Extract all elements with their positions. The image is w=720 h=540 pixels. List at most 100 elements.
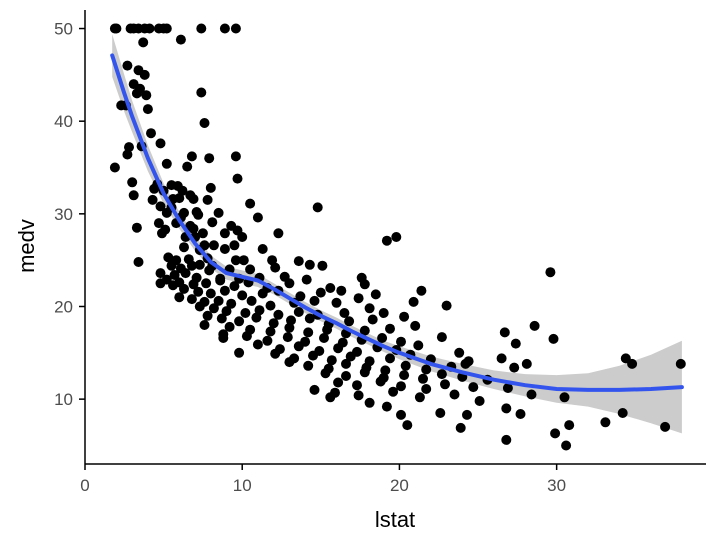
data-point xyxy=(163,252,174,263)
data-point xyxy=(400,360,411,371)
data-point xyxy=(308,350,318,361)
data-point xyxy=(127,177,138,188)
data-point xyxy=(229,240,240,251)
data-point xyxy=(234,316,245,327)
data-point xyxy=(229,281,240,292)
data-point xyxy=(194,301,205,312)
data-point xyxy=(273,228,284,239)
data-point xyxy=(293,341,304,352)
data-point xyxy=(180,268,191,279)
data-point xyxy=(381,235,392,246)
data-point xyxy=(282,332,293,343)
data-point xyxy=(388,386,399,397)
x-tick-label: 10 xyxy=(233,476,252,495)
data-point xyxy=(122,149,133,160)
data-point xyxy=(241,331,252,342)
data-point xyxy=(364,303,375,314)
data-point xyxy=(252,339,263,350)
data-point xyxy=(561,440,572,451)
data-point xyxy=(326,355,337,366)
data-point xyxy=(501,434,512,445)
data-point xyxy=(399,370,410,381)
data-point xyxy=(219,228,230,239)
data-point xyxy=(169,270,180,280)
data-point xyxy=(141,90,152,101)
data-point xyxy=(526,389,537,400)
data-point xyxy=(381,401,392,412)
data-point xyxy=(155,201,166,212)
data-point xyxy=(174,292,185,303)
data-point xyxy=(213,207,224,218)
data-point xyxy=(226,298,237,309)
data-point xyxy=(293,256,304,267)
data-point xyxy=(268,318,279,329)
data-point xyxy=(168,280,178,291)
data-point xyxy=(304,259,315,270)
data-point xyxy=(240,308,251,318)
data-point xyxy=(416,285,427,296)
data-point xyxy=(377,333,388,343)
data-point xyxy=(303,360,314,371)
data-point xyxy=(188,279,199,290)
data-point xyxy=(193,209,204,220)
data-point xyxy=(359,279,370,290)
data-point xyxy=(617,408,628,418)
data-point xyxy=(352,380,362,391)
data-point xyxy=(216,313,227,324)
data-point xyxy=(502,383,513,393)
y-axis-label: medv xyxy=(14,219,39,273)
data-point xyxy=(131,88,142,99)
data-point xyxy=(315,287,326,298)
data-point xyxy=(196,87,207,98)
data-point xyxy=(109,162,120,173)
data-point xyxy=(221,306,232,317)
data-point xyxy=(284,357,295,368)
data-point xyxy=(204,265,215,276)
data-point xyxy=(262,335,273,346)
data-point xyxy=(410,320,421,331)
data-point xyxy=(155,138,166,149)
data-point xyxy=(208,303,219,314)
data-point xyxy=(341,358,351,369)
data-point xyxy=(408,296,419,307)
data-point xyxy=(179,283,189,294)
data-point xyxy=(627,358,638,369)
data-point xyxy=(333,377,344,388)
data-point xyxy=(301,274,312,285)
data-point xyxy=(339,308,350,318)
data-point xyxy=(353,293,364,304)
x-tick-label: 0 xyxy=(80,476,89,495)
data-point xyxy=(245,198,256,209)
data-point xyxy=(496,353,507,364)
data-point xyxy=(139,69,150,80)
data-point xyxy=(499,327,510,338)
data-point xyxy=(396,409,406,420)
data-point xyxy=(559,392,570,403)
data-point xyxy=(146,128,156,139)
data-point xyxy=(196,23,207,34)
data-point xyxy=(378,308,389,318)
data-point xyxy=(246,295,257,306)
data-point xyxy=(364,397,375,408)
data-point xyxy=(182,161,193,172)
data-point xyxy=(319,333,329,343)
data-point xyxy=(213,295,224,306)
y-tick-label: 50 xyxy=(54,20,73,39)
data-point xyxy=(202,194,213,205)
data-point xyxy=(345,351,356,362)
data-point xyxy=(179,242,189,253)
data-point xyxy=(273,309,284,320)
data-point xyxy=(462,409,472,420)
data-point xyxy=(116,100,127,111)
data-point xyxy=(230,151,241,162)
data-point xyxy=(396,381,406,392)
data-point xyxy=(144,23,155,34)
data-point xyxy=(510,338,521,349)
data-point xyxy=(237,232,248,242)
y-tick-label: 10 xyxy=(54,390,73,409)
data-point xyxy=(333,343,344,354)
data-point xyxy=(284,322,295,333)
x-tick-label: 20 xyxy=(390,476,409,495)
